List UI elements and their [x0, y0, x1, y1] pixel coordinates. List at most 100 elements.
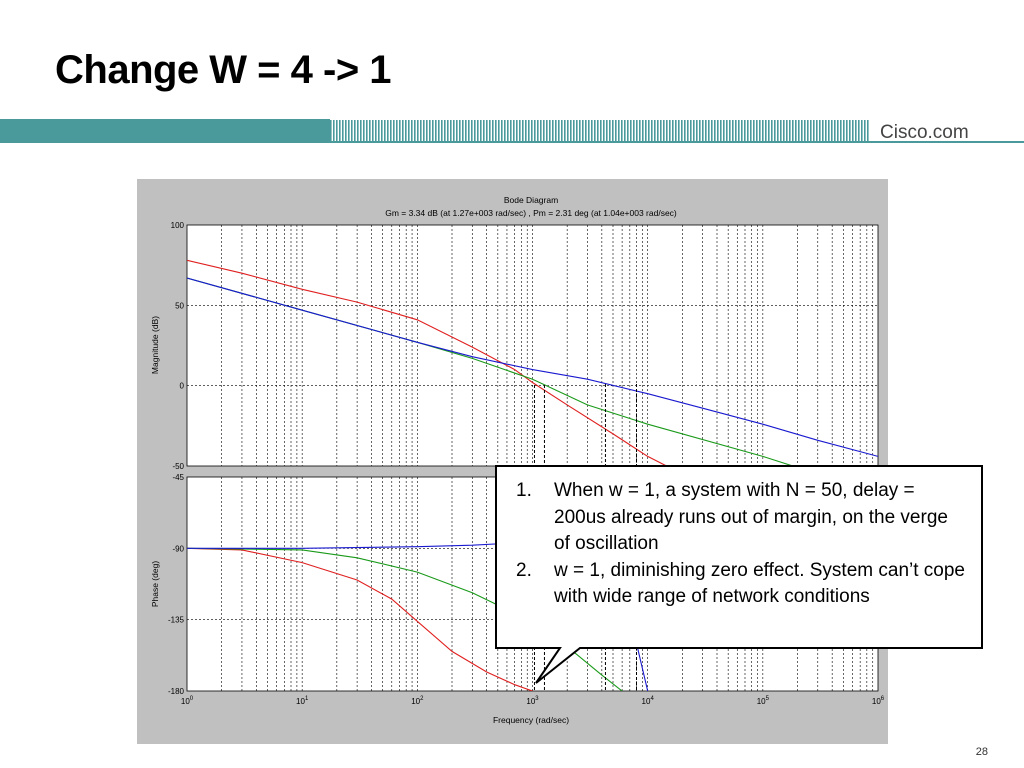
banner-stripe	[573, 120, 575, 141]
banner-stripe	[531, 120, 533, 141]
banner-stripe	[411, 120, 413, 141]
x-tick-label: 101	[296, 696, 309, 706]
banner-stripe	[852, 120, 854, 141]
banner-stripe	[366, 120, 368, 141]
banner-stripe	[714, 120, 716, 141]
banner-stripe	[402, 120, 404, 141]
cisco-logo: Cisco.com	[880, 122, 969, 143]
banner-stripe	[726, 120, 728, 141]
banner-stripe	[810, 120, 812, 141]
y-tick-label: -50	[172, 462, 184, 471]
banner-stripe	[369, 120, 371, 141]
banner-stripe	[378, 120, 380, 141]
x-tick-label: 106	[872, 696, 885, 706]
banner-stripe	[588, 120, 590, 141]
banner-stripe	[381, 120, 383, 141]
banner-stripe	[597, 120, 599, 141]
banner-stripe	[687, 120, 689, 141]
callout-list: 1. When w = 1, a system with N = 50, dela…	[510, 478, 968, 611]
banner-stripe	[363, 120, 365, 141]
banner-stripe	[537, 120, 539, 141]
banner-stripe	[555, 120, 557, 141]
slide-title: Change W = 4 -> 1	[55, 48, 392, 92]
banner-solid-bar	[0, 119, 330, 143]
banner-stripe	[333, 120, 335, 141]
banner-stripe	[663, 120, 665, 141]
banner-stripe	[723, 120, 725, 141]
banner-stripe	[786, 120, 788, 141]
banner-stripe	[465, 120, 467, 141]
banner-stripe	[747, 120, 749, 141]
banner-stripe	[429, 120, 431, 141]
cisco-banner: Cisco.com	[0, 119, 1024, 143]
banner-stripe	[426, 120, 428, 141]
x-tick-label: 104	[642, 696, 655, 706]
banner-stripe	[855, 120, 857, 141]
banner-stripe	[828, 120, 830, 141]
y-tick-label: 100	[171, 221, 185, 230]
magnitude-axis-label: Magnitude (dB)	[150, 316, 160, 374]
banner-stripe	[819, 120, 821, 141]
banner-stripe	[324, 120, 326, 141]
banner-stripe	[450, 120, 452, 141]
callout-item-2-num: 2.	[516, 559, 532, 581]
banner-stripe	[792, 120, 794, 141]
banner-stripe	[630, 120, 632, 141]
banner-stripe	[534, 120, 536, 141]
banner-stripe	[762, 120, 764, 141]
chart-title: Bode Diagram	[504, 195, 558, 205]
banner-stripe	[522, 120, 524, 141]
banner-stripes	[312, 120, 869, 141]
banner-stripe	[750, 120, 752, 141]
banner-stripe	[741, 120, 743, 141]
banner-stripe	[801, 120, 803, 141]
banner-stripe	[393, 120, 395, 141]
banner-stripe	[606, 120, 608, 141]
banner-stripe	[570, 120, 572, 141]
callout-item-1: 1. When w = 1, a system with N = 50, dela…	[510, 478, 968, 558]
banner-stripe	[375, 120, 377, 141]
x-tick-label: 100	[181, 696, 194, 706]
banner-stripe	[846, 120, 848, 141]
banner-stripe	[336, 120, 338, 141]
banner-stripe	[849, 120, 851, 141]
banner-stripe	[396, 120, 398, 141]
banner-stripe	[528, 120, 530, 141]
banner-stripe	[711, 120, 713, 141]
banner-stripe	[834, 120, 836, 141]
banner-stripe	[435, 120, 437, 141]
banner-stripe	[627, 120, 629, 141]
banner-stripe	[549, 120, 551, 141]
banner-stripe	[708, 120, 710, 141]
banner-stripe	[354, 120, 356, 141]
y-tick-label: -90	[172, 544, 184, 553]
banner-stripe	[600, 120, 602, 141]
banner-stripe	[501, 120, 503, 141]
banner-stripe	[705, 120, 707, 141]
frequency-axis-label: Frequency (rad/sec)	[493, 715, 569, 725]
banner-stripe	[504, 120, 506, 141]
banner-stripe	[798, 120, 800, 141]
banner-stripe	[609, 120, 611, 141]
banner-stripe	[513, 120, 515, 141]
banner-stripe	[864, 120, 866, 141]
banner-stripe	[690, 120, 692, 141]
y-tick-label: -135	[168, 616, 185, 625]
banner-stripe	[384, 120, 386, 141]
callout-text: 1. When w = 1, a system with N = 50, dela…	[496, 466, 982, 648]
banner-stripe	[474, 120, 476, 141]
banner-stripe	[318, 120, 320, 141]
banner-stripe	[372, 120, 374, 141]
banner-stripe	[312, 120, 314, 141]
banner-stripe	[669, 120, 671, 141]
banner-stripe	[420, 120, 422, 141]
banner-stripe	[684, 120, 686, 141]
page-number: 28	[975, 746, 988, 758]
banner-stripe	[816, 120, 818, 141]
banner-stripe	[666, 120, 668, 141]
banner-stripe	[495, 120, 497, 141]
banner-stripe	[471, 120, 473, 141]
banner-stripe	[738, 120, 740, 141]
banner-stripe	[717, 120, 719, 141]
banner-stripe	[525, 120, 527, 141]
